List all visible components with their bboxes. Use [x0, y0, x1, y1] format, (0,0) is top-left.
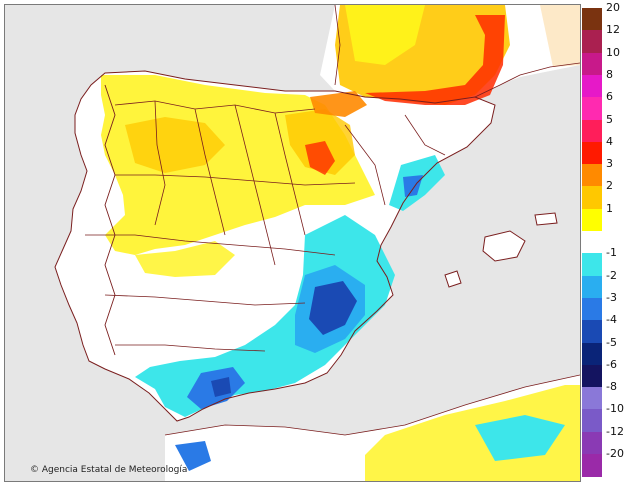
color-legend: 20 12 10 8 6 5 4 3 2 1 -1 -2 -3 -4 -5 -6 -8 -10 -12 -20 — [582, 2, 628, 478]
credit-text: Agencia Estatal de Meteorología — [41, 465, 188, 475]
legend-label: -3 — [606, 290, 617, 304]
france-coast — [334, 5, 580, 98]
legend-label: -1 — [606, 246, 617, 260]
legend-swatch — [582, 8, 602, 31]
iberia-coastline — [54, 70, 496, 422]
positive-anomaly-central — [135, 241, 235, 277]
legend-label: -10 — [606, 402, 624, 416]
legend-swatch — [582, 454, 602, 477]
legend-label: 1 — [606, 201, 613, 215]
balearic-mallorca — [482, 230, 526, 262]
legend-label: -5 — [606, 335, 617, 349]
positive-anomaly-red-ebro — [305, 141, 335, 175]
legend-label: -20 — [606, 447, 624, 460]
portugal-border — [104, 84, 116, 356]
legend-label: -6 — [606, 357, 617, 371]
legend-swatch — [582, 409, 602, 433]
anomaly-map — [4, 4, 581, 482]
balearic-menorca — [534, 212, 558, 226]
positive-anomaly-france-red — [365, 15, 505, 105]
legend-swatch — [582, 74, 602, 98]
north-africa-west-negative — [175, 441, 211, 471]
france-pale-zone — [540, 5, 580, 67]
legend-label: 4 — [606, 134, 613, 148]
legend-swatch — [582, 387, 602, 410]
legend-swatch — [582, 97, 602, 120]
legend-swatch — [582, 320, 602, 343]
map-canvas — [54, 5, 580, 481]
legend-label: -4 — [606, 313, 617, 327]
legend-swatch — [582, 119, 602, 143]
legend-swatch — [582, 208, 602, 232]
positive-anomaly-france-orange — [310, 91, 367, 117]
legend-swatch — [582, 186, 602, 210]
legend-swatch — [582, 164, 602, 187]
legend-swatch — [582, 30, 602, 54]
legend-label: 12 — [606, 23, 620, 37]
negative-anomaly-east-coast-dark — [403, 175, 423, 197]
legend-label: 2 — [606, 179, 613, 193]
credit-label: © Agencia Estatal de Meteorología — [30, 465, 187, 475]
copyright-icon: © — [30, 465, 39, 475]
negative-anomaly-southwest-deep — [211, 377, 231, 397]
positive-anomaly-france-yellow — [345, 5, 425, 65]
legend-label: -8 — [606, 380, 617, 394]
legend-swatch — [582, 275, 602, 299]
legend-swatch — [582, 297, 602, 321]
legend-swatch — [582, 253, 602, 277]
legend-label: -2 — [606, 268, 617, 282]
legend-swatch — [582, 342, 602, 366]
north-africa-negative — [475, 415, 565, 461]
negative-anomaly-southeast-deep — [309, 281, 357, 335]
legend-label: -12 — [606, 424, 624, 438]
africa-coast — [164, 374, 580, 436]
province-borders — [85, 100, 446, 352]
legend-swatch — [582, 141, 602, 165]
legend-label: 20 — [606, 1, 620, 14]
legend-label: 6 — [606, 90, 613, 104]
legend-label: 3 — [606, 157, 613, 171]
legend-swatch — [582, 364, 602, 388]
legend-swatch — [582, 231, 602, 254]
legend-label: 10 — [606, 45, 620, 59]
legend-swatch — [582, 431, 602, 455]
legend-label: 8 — [606, 67, 613, 81]
negative-anomaly-southeast — [135, 215, 395, 417]
legend-swatch — [582, 52, 602, 76]
legend-label: 5 — [606, 112, 613, 126]
balearic-ibiza — [444, 270, 462, 288]
